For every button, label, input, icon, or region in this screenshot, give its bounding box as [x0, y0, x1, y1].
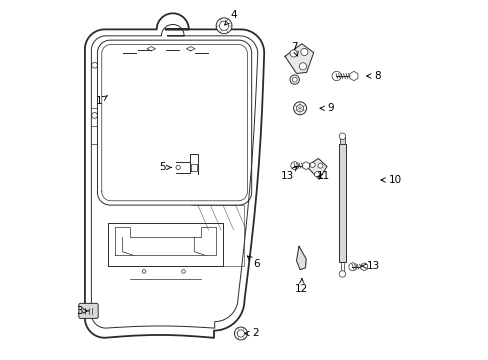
Circle shape: [339, 133, 345, 139]
Circle shape: [331, 71, 341, 81]
Text: 2: 2: [244, 328, 258, 338]
Text: 6: 6: [247, 256, 260, 269]
Circle shape: [299, 63, 306, 70]
Text: 13: 13: [361, 261, 380, 271]
Circle shape: [339, 271, 345, 277]
Circle shape: [290, 162, 298, 170]
Text: 13: 13: [280, 166, 296, 181]
Circle shape: [234, 327, 247, 340]
Text: 9: 9: [319, 103, 333, 113]
Text: 7: 7: [291, 42, 298, 56]
Text: 11: 11: [316, 171, 329, 181]
Circle shape: [309, 162, 314, 167]
Text: 8: 8: [366, 71, 380, 81]
Circle shape: [216, 18, 231, 34]
Polygon shape: [306, 158, 326, 179]
Circle shape: [314, 172, 319, 177]
Circle shape: [293, 102, 306, 115]
FancyBboxPatch shape: [79, 303, 98, 319]
Circle shape: [348, 263, 356, 271]
Bar: [339, 144, 345, 262]
Circle shape: [289, 75, 299, 84]
Text: 4: 4: [224, 10, 237, 25]
Polygon shape: [85, 13, 264, 338]
Text: 5: 5: [159, 162, 171, 172]
Bar: [339, 136, 344, 144]
Polygon shape: [296, 246, 305, 270]
Text: 10: 10: [380, 175, 401, 185]
Text: 12: 12: [295, 279, 308, 294]
Circle shape: [289, 50, 297, 57]
Text: 1: 1: [96, 95, 107, 106]
Polygon shape: [285, 44, 313, 73]
Circle shape: [300, 48, 307, 55]
Circle shape: [317, 163, 323, 168]
Text: 3: 3: [76, 306, 88, 316]
